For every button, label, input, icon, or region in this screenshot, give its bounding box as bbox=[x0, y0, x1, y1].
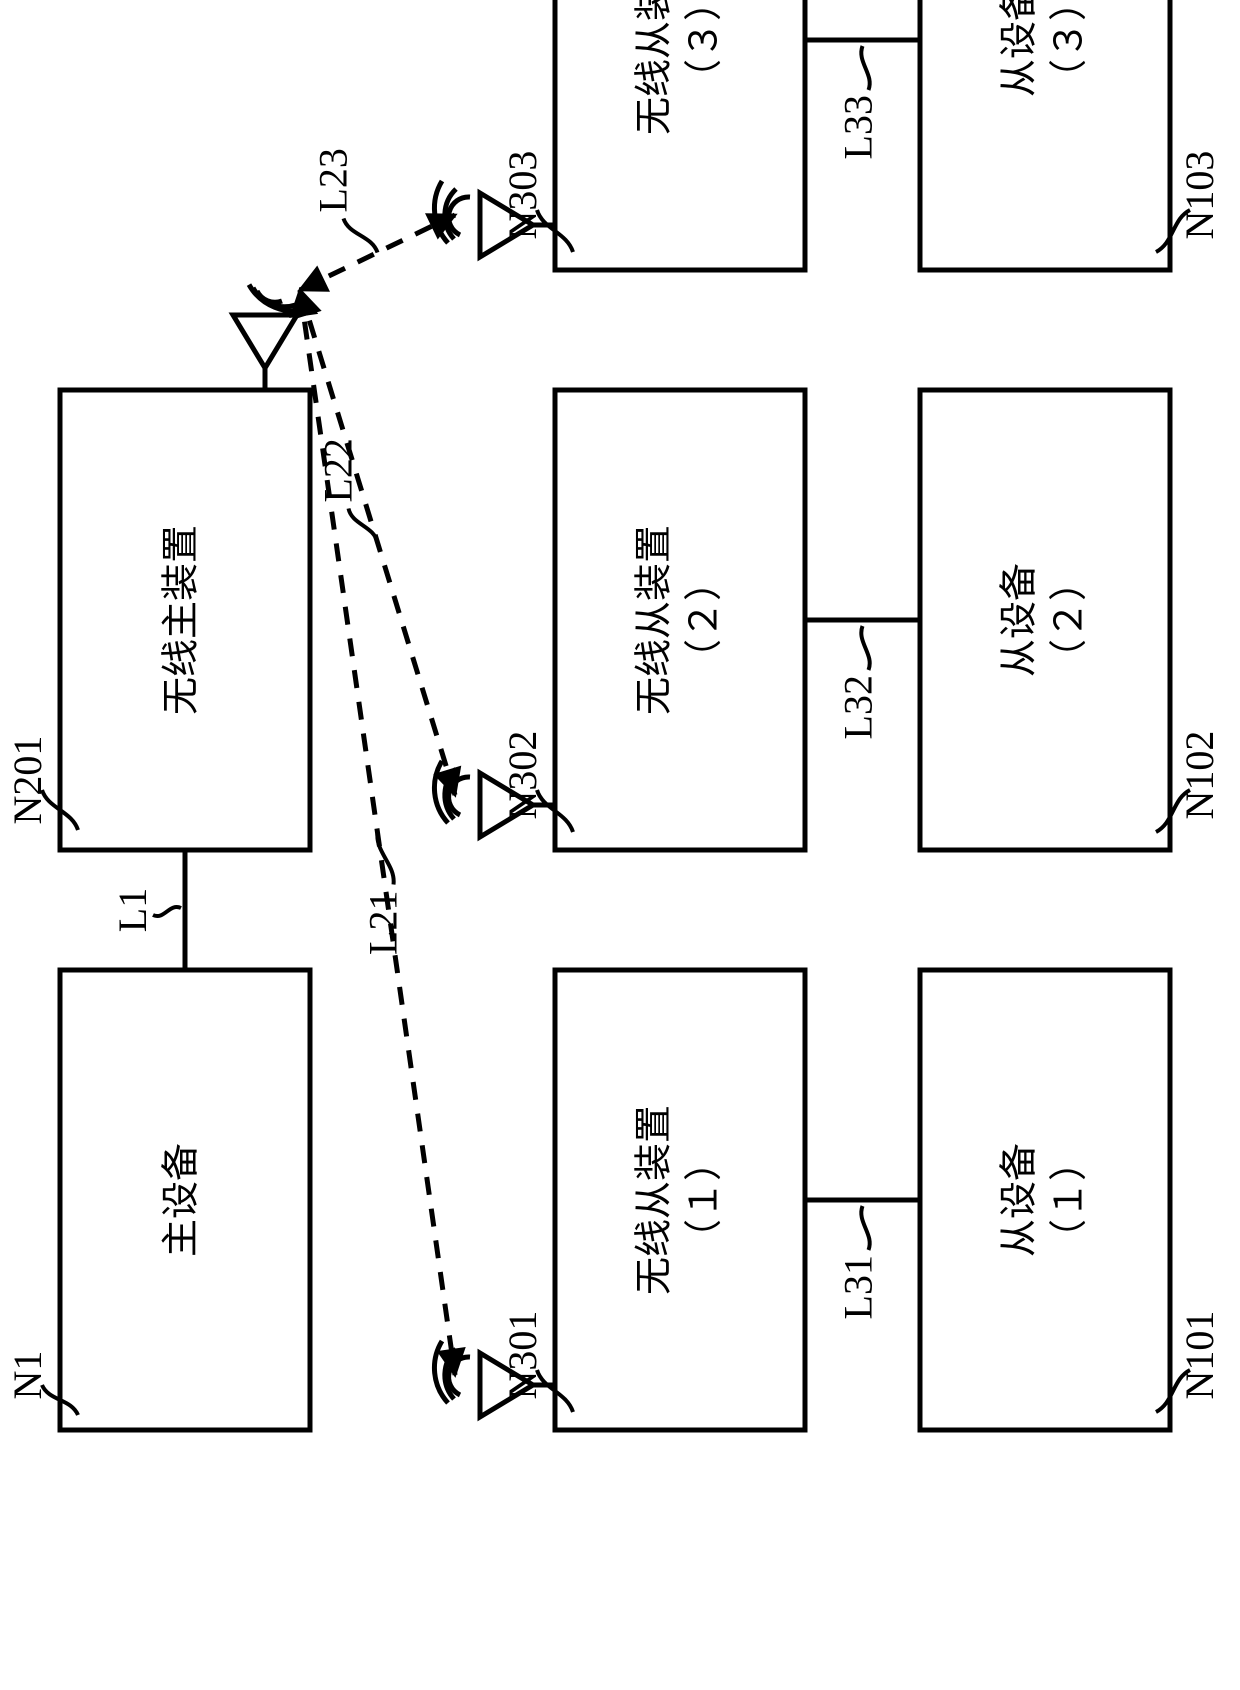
master-device-label: 主设备 bbox=[161, 1143, 203, 1257]
antenna-wave-s1 bbox=[449, 1357, 470, 1395]
slave-device-box-2 bbox=[920, 390, 1170, 850]
label-L23: L23 bbox=[311, 148, 356, 212]
ref-n1: N1 bbox=[5, 1351, 50, 1400]
slave-device-sublabel-2: （２） bbox=[1049, 563, 1091, 677]
slave-radio-label-1: 无线从装置 bbox=[634, 1105, 676, 1295]
slave-device-box-1 bbox=[920, 970, 1170, 1430]
label-L32: L32 bbox=[836, 675, 881, 739]
master-radio-label: 无线主装置 bbox=[161, 525, 203, 715]
slave-device-label-1: 从设备 bbox=[999, 1143, 1041, 1257]
network-diagram: 主设备N1无线主装置N201L1无线从装置（１）N301从设备（１）N101L3… bbox=[0, 0, 1240, 1690]
label-l1: L1 bbox=[110, 888, 155, 932]
ref-N103: N103 bbox=[1177, 151, 1222, 240]
slave-radio-box-2 bbox=[555, 390, 805, 850]
slave-radio-sublabel-3: （３） bbox=[684, 0, 726, 97]
label-L33: L33 bbox=[836, 95, 881, 159]
slave-radio-sublabel-1: （１） bbox=[684, 1143, 726, 1257]
slave-device-box-3 bbox=[920, 0, 1170, 270]
slave-device-label-3: 从设备 bbox=[999, 0, 1041, 97]
ref-N102: N102 bbox=[1177, 731, 1222, 820]
antenna-master bbox=[233, 285, 309, 390]
ref-N101: N101 bbox=[1177, 1311, 1222, 1400]
slave-radio-box-1 bbox=[555, 970, 805, 1430]
slave-device-label-2: 从设备 bbox=[999, 563, 1041, 677]
ref-n201: N201 bbox=[5, 736, 50, 825]
slave-radio-label-2: 无线从装置 bbox=[634, 525, 676, 715]
slave-radio-sublabel-2: （２） bbox=[684, 563, 726, 677]
slave-radio-label-3: 无线从装置 bbox=[634, 0, 676, 135]
slave-device-sublabel-1: （１） bbox=[1049, 1143, 1091, 1257]
label-L22: L22 bbox=[316, 438, 361, 502]
label-L31: L31 bbox=[836, 1255, 881, 1319]
slave-radio-box-3 bbox=[555, 0, 805, 270]
slave-device-sublabel-3: （３） bbox=[1049, 0, 1091, 97]
label-L21: L21 bbox=[361, 891, 406, 955]
